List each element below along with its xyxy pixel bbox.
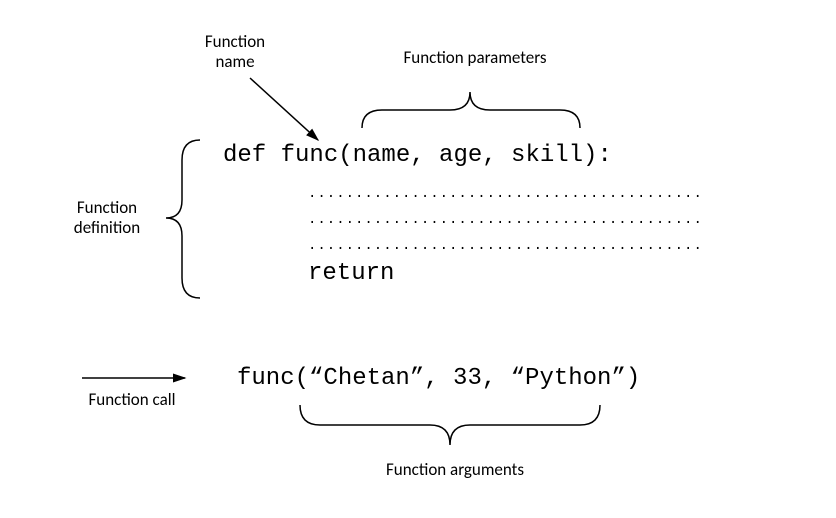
code-body-dots-2: ........................................… (308, 212, 703, 228)
label-function-name: Function name (195, 32, 275, 73)
label-function-call: Function call (82, 390, 182, 410)
brace-parameters (0, 0, 836, 518)
brace-arguments (0, 0, 836, 518)
brace-definition (0, 0, 836, 518)
label-function-arguments: Function arguments (370, 460, 540, 480)
arrow-function-name (0, 0, 836, 518)
code-body-dots-3: ........................................… (308, 238, 703, 254)
code-return-line: return (308, 260, 394, 287)
label-function-parameters: Function parameters (385, 48, 565, 68)
arrow-function-call (0, 0, 836, 518)
code-call-line: func(“Chetan”, 33, “Python”) (237, 365, 640, 392)
code-def-line: def func(name, age, skill): (223, 142, 612, 169)
code-body-dots-1: ........................................… (308, 186, 703, 202)
label-function-definition: Function definition (62, 198, 152, 239)
